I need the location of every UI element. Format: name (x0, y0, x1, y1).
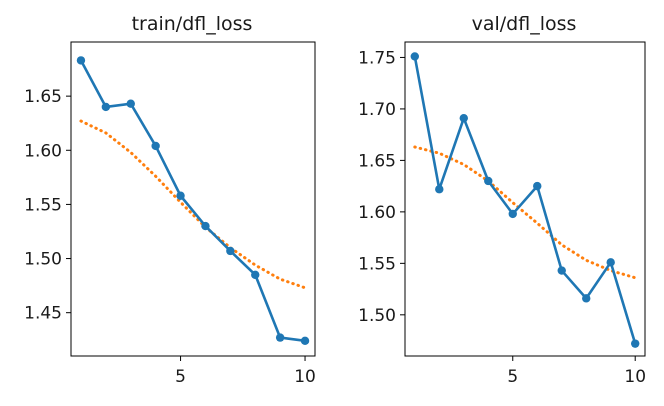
data-point (533, 181, 542, 191)
y-tick-label: 1.60 (358, 203, 396, 223)
chart-title: train/dfl_loss (132, 13, 253, 35)
data-point (484, 176, 493, 186)
x-tick-label: 5 (507, 367, 518, 387)
subplot-val-dfl-loss: val/dfl_loss 1.50 1.55 1.60 1.65 1.70 1.75 5 10 (358, 13, 646, 387)
data-point (459, 113, 468, 123)
data-point (557, 266, 566, 275)
data-point (300, 336, 310, 346)
data-point (606, 258, 615, 267)
y-tick-label: 1.55 (358, 254, 396, 274)
data-point (410, 52, 419, 61)
data-point (226, 246, 235, 256)
y-tick-label: 1.50 (24, 250, 62, 270)
data-point (582, 294, 591, 303)
results-line (79, 59, 307, 343)
y-tick-label: 1.65 (24, 87, 62, 107)
plot-frame (70, 41, 316, 357)
data-point (251, 270, 260, 279)
smooth-line (79, 119, 307, 290)
data-point (508, 209, 517, 219)
x-tick-label: 5 (175, 367, 186, 387)
x-tick-label: 10 (294, 367, 316, 387)
y-tick-label: 1.65 (358, 151, 396, 171)
data-point (435, 185, 444, 194)
y-tick-label: 1.70 (358, 100, 396, 120)
data-point (101, 102, 111, 112)
data-point (176, 191, 185, 200)
subplot-train-dfl-loss: train/dfl_loss 1.45 1.50 1.55 1.60 1.65 5 10 (24, 13, 316, 387)
data-point (275, 333, 285, 342)
y-tick-label: 1.60 (24, 141, 62, 161)
smooth-line (413, 145, 637, 280)
data-point (126, 99, 135, 108)
plot-frame (404, 41, 646, 357)
results-line (413, 55, 637, 345)
y-tick-label: 1.50 (358, 306, 396, 326)
y-tick-label: 1.45 (24, 304, 62, 324)
data-point (631, 339, 640, 348)
y-tick-label: 1.75 (358, 48, 396, 68)
x-tick-label: 10 (624, 367, 646, 387)
data-point (76, 56, 86, 65)
chart-title: val/dfl_loss (472, 13, 577, 35)
y-tick-label: 1.55 (24, 195, 62, 215)
data-point (201, 221, 210, 231)
data-point (151, 141, 160, 151)
